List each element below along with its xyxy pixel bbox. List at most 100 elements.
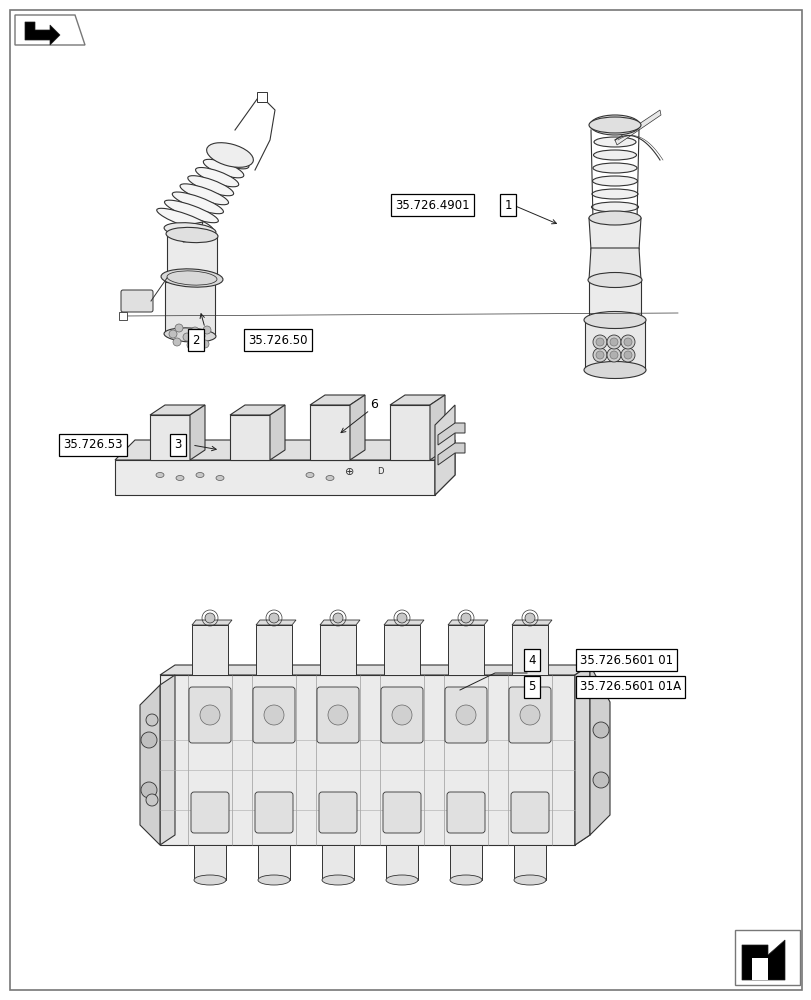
Polygon shape	[139, 685, 160, 845]
Text: 1: 1	[504, 199, 511, 212]
Ellipse shape	[325, 476, 333, 481]
Ellipse shape	[165, 227, 217, 243]
Ellipse shape	[306, 473, 314, 478]
FancyBboxPatch shape	[316, 687, 358, 743]
Polygon shape	[255, 620, 296, 625]
Text: 35.726.5601 01: 35.726.5601 01	[579, 654, 672, 666]
Circle shape	[609, 351, 617, 359]
Ellipse shape	[592, 163, 636, 173]
Circle shape	[595, 351, 603, 359]
Polygon shape	[15, 15, 85, 45]
Circle shape	[607, 335, 620, 349]
Circle shape	[592, 722, 608, 738]
Ellipse shape	[176, 476, 184, 481]
Polygon shape	[389, 405, 430, 460]
Polygon shape	[588, 248, 640, 280]
Polygon shape	[590, 665, 609, 835]
Ellipse shape	[164, 223, 216, 237]
Ellipse shape	[590, 202, 637, 212]
Polygon shape	[588, 218, 640, 250]
Ellipse shape	[157, 208, 213, 232]
FancyBboxPatch shape	[121, 290, 152, 312]
Circle shape	[392, 705, 411, 725]
Circle shape	[461, 613, 470, 623]
Ellipse shape	[195, 473, 204, 478]
Polygon shape	[230, 405, 285, 415]
Ellipse shape	[583, 312, 646, 328]
Polygon shape	[191, 625, 228, 675]
Polygon shape	[588, 278, 640, 320]
Circle shape	[620, 348, 634, 362]
Text: 35.726.5601 01A: 35.726.5601 01A	[579, 680, 680, 694]
Circle shape	[264, 705, 284, 725]
FancyBboxPatch shape	[319, 792, 357, 833]
Circle shape	[333, 613, 342, 623]
Ellipse shape	[590, 115, 639, 135]
Polygon shape	[512, 620, 551, 625]
Polygon shape	[160, 665, 590, 675]
Circle shape	[456, 705, 475, 725]
Circle shape	[197, 332, 204, 340]
Polygon shape	[167, 235, 217, 280]
Polygon shape	[191, 620, 232, 625]
Bar	[119, 312, 127, 320]
Ellipse shape	[211, 151, 249, 169]
Polygon shape	[350, 395, 365, 460]
Polygon shape	[751, 958, 767, 980]
Polygon shape	[389, 395, 444, 405]
Polygon shape	[435, 405, 454, 495]
Text: 35.726.4901: 35.726.4901	[394, 199, 469, 212]
FancyBboxPatch shape	[446, 792, 484, 833]
Circle shape	[397, 613, 406, 623]
FancyBboxPatch shape	[508, 687, 551, 743]
Ellipse shape	[587, 272, 642, 288]
Text: 3: 3	[174, 438, 182, 452]
Polygon shape	[230, 415, 270, 460]
FancyBboxPatch shape	[191, 792, 229, 833]
Circle shape	[525, 613, 534, 623]
Text: 2: 2	[192, 334, 200, 347]
Ellipse shape	[385, 875, 418, 885]
Ellipse shape	[322, 875, 354, 885]
Ellipse shape	[513, 875, 545, 885]
Ellipse shape	[172, 192, 223, 214]
Polygon shape	[513, 845, 545, 880]
Polygon shape	[574, 665, 590, 845]
Text: 35.726.53: 35.726.53	[63, 438, 122, 452]
Text: 5: 5	[528, 680, 535, 694]
FancyBboxPatch shape	[510, 792, 548, 833]
Polygon shape	[165, 282, 215, 335]
Polygon shape	[258, 845, 290, 880]
Ellipse shape	[583, 361, 646, 378]
Circle shape	[141, 732, 157, 748]
Circle shape	[595, 338, 603, 346]
Polygon shape	[25, 22, 60, 45]
Text: 35.726.50: 35.726.50	[247, 334, 307, 347]
Polygon shape	[322, 845, 354, 880]
Text: ⊕: ⊕	[345, 467, 354, 477]
Circle shape	[187, 341, 195, 349]
Polygon shape	[115, 440, 454, 460]
Circle shape	[609, 338, 617, 346]
Circle shape	[620, 335, 634, 349]
Polygon shape	[437, 443, 465, 465]
FancyBboxPatch shape	[253, 687, 294, 743]
Polygon shape	[194, 845, 225, 880]
Ellipse shape	[164, 328, 216, 342]
Circle shape	[519, 705, 539, 725]
FancyBboxPatch shape	[189, 687, 230, 743]
Circle shape	[175, 324, 182, 332]
Polygon shape	[270, 405, 285, 460]
Ellipse shape	[594, 137, 635, 147]
Polygon shape	[614, 110, 660, 145]
Polygon shape	[437, 423, 465, 445]
Text: 4: 4	[528, 654, 535, 666]
Polygon shape	[150, 415, 190, 460]
FancyBboxPatch shape	[255, 792, 293, 833]
Polygon shape	[449, 845, 482, 880]
Ellipse shape	[592, 176, 637, 186]
Circle shape	[182, 333, 191, 341]
Circle shape	[169, 330, 177, 338]
Polygon shape	[385, 845, 418, 880]
Polygon shape	[448, 625, 483, 675]
